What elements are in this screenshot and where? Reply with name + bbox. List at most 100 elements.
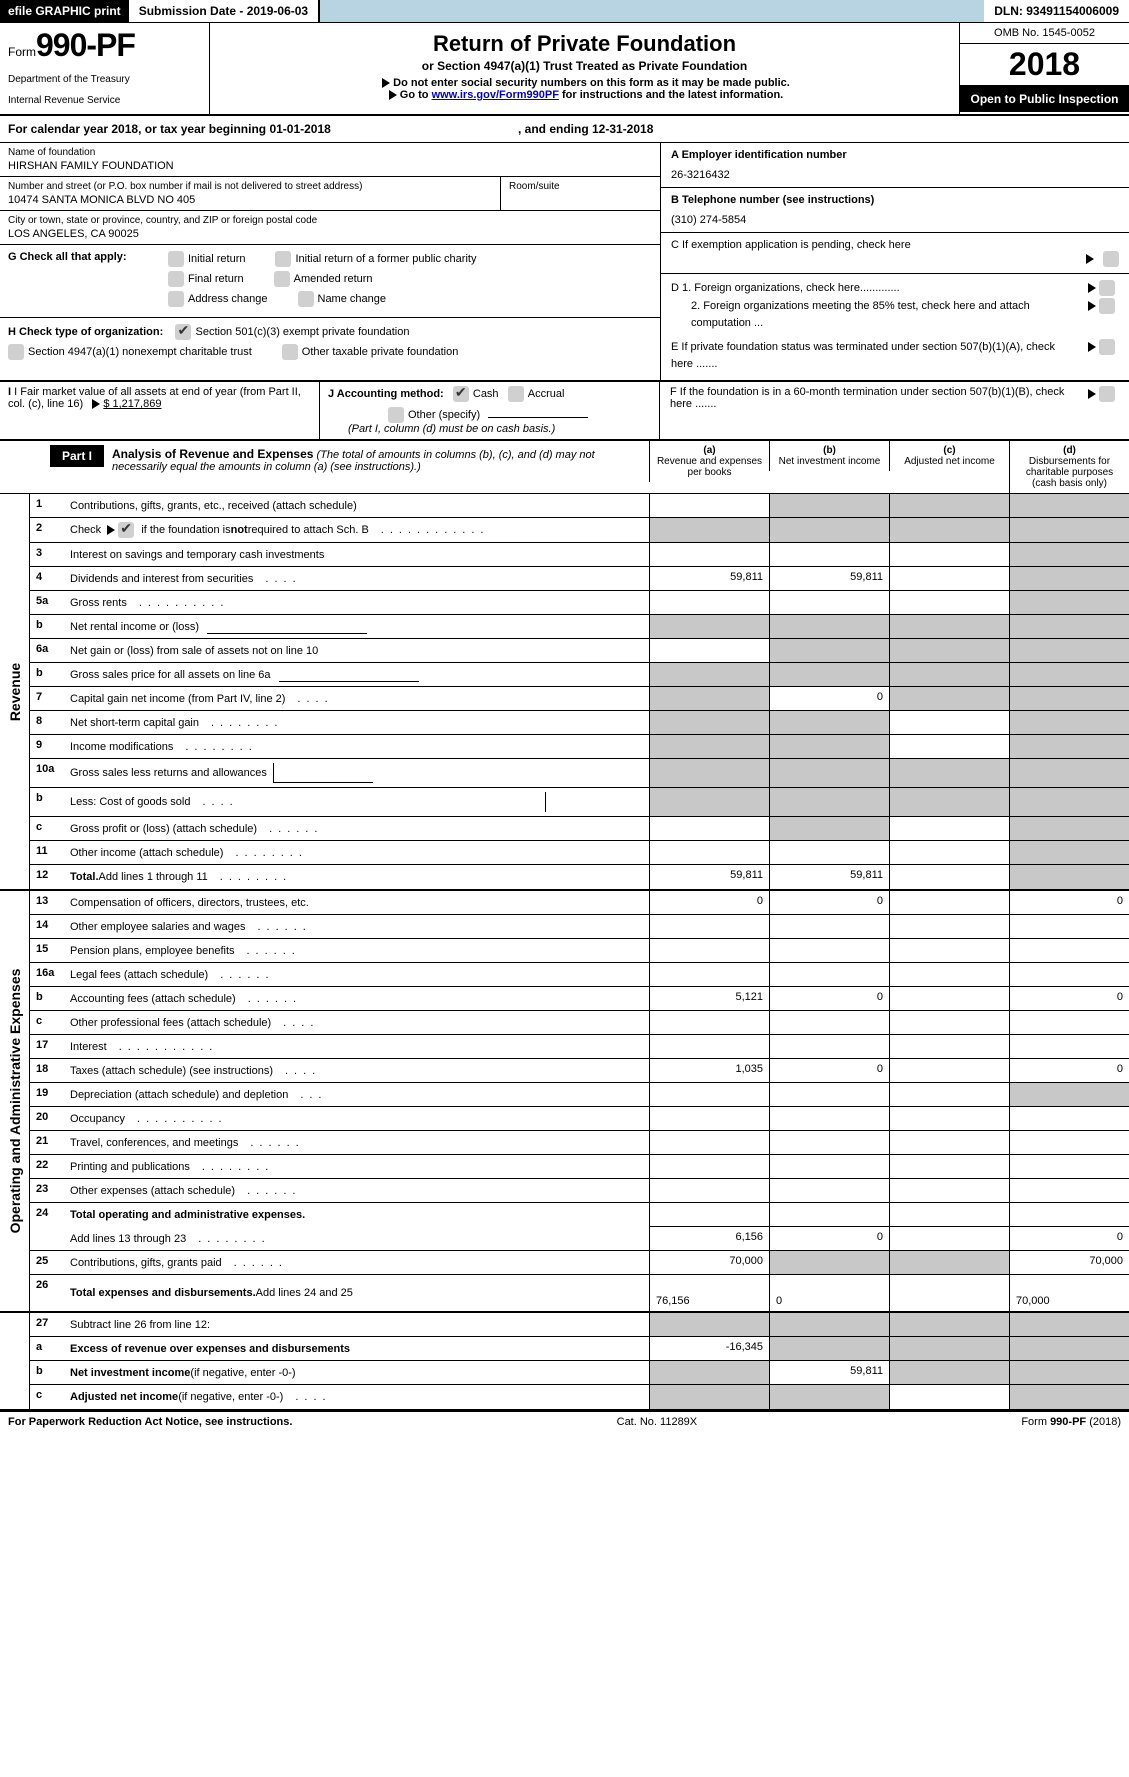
j-accrual: Accrual	[528, 388, 565, 400]
form-header: Form990-PF Department of the Treasury In…	[0, 23, 1129, 116]
footer-notice: For Paperwork Reduction Act Notice, see …	[8, 1416, 292, 1428]
ein-label: A Employer identification number	[671, 149, 1119, 161]
line10b-desc: Less: Cost of goods sold....	[66, 788, 649, 816]
calendar-year-row: For calendar year 2018, or tax year begi…	[0, 116, 1129, 143]
name-change-checkbox[interactable]	[298, 291, 314, 307]
line6a-desc: Net gain or (loss) from sale of assets n…	[66, 639, 649, 662]
e-text: E If private foundation status was termi…	[671, 339, 1079, 374]
schb-checkbox[interactable]	[118, 522, 134, 538]
d2-checkbox[interactable]	[1099, 298, 1115, 314]
dept-irs: Internal Revenue Service	[8, 95, 201, 106]
dept-treasury: Department of the Treasury	[8, 74, 201, 85]
line17-desc: Interest...........	[66, 1035, 649, 1058]
other-method-checkbox[interactable]	[388, 407, 404, 423]
accrual-checkbox[interactable]	[508, 386, 524, 402]
tax-year: 2018	[960, 44, 1129, 86]
cal-year-end: , and ending 12-31-2018	[518, 122, 653, 136]
i-value: $ 1,217,869	[103, 398, 161, 410]
amended-checkbox[interactable]	[274, 271, 290, 287]
j-label: J Accounting method:	[328, 388, 444, 400]
part1-header: Part I Analysis of Revenue and Expenses …	[0, 441, 1129, 494]
exemption-label: C If exemption application is pending, c…	[671, 239, 1119, 251]
arrow-icon	[389, 90, 397, 100]
e-checkbox[interactable]	[1099, 339, 1115, 355]
submission-date: Submission Date - 2019-06-03	[129, 0, 320, 22]
line15-desc: Pension plans, employee benefits......	[66, 939, 649, 962]
d1-checkbox[interactable]	[1099, 280, 1115, 296]
former-charity-checkbox[interactable]	[275, 251, 291, 267]
section-i: I I Fair market value of all assets at e…	[0, 382, 320, 439]
h-opt3: Other taxable private foundation	[302, 346, 459, 358]
line10c-desc: Gross profit or (loss) (attach schedule)…	[66, 817, 649, 840]
warning-text: Do not enter social security numbers on …	[218, 77, 951, 89]
d2-text: 2. Foreign organizations meeting the 85%…	[671, 298, 1079, 333]
final-return-checkbox[interactable]	[168, 271, 184, 287]
page-footer: For Paperwork Reduction Act Notice, see …	[0, 1411, 1129, 1432]
cash-checkbox[interactable]	[453, 386, 469, 402]
col-a-head: (a)Revenue and expenses per books	[649, 441, 769, 482]
line26-d: 70,000	[1009, 1275, 1129, 1311]
line12-a: 59,811	[649, 865, 769, 889]
ein-cell: A Employer identification number 26-3216…	[661, 143, 1129, 188]
g-opt1: Initial return	[188, 253, 245, 265]
501c3-checkbox[interactable]	[175, 324, 191, 340]
exemption-checkbox[interactable]	[1103, 251, 1119, 267]
line24t-desc: Add lines 13 through 23........	[66, 1227, 649, 1250]
part1-title: Analysis of Revenue and Expenses (The to…	[112, 441, 649, 479]
line27a-a: -16,345	[649, 1337, 769, 1360]
arrow-icon	[382, 78, 390, 88]
arrow-icon	[1088, 342, 1096, 352]
line3-desc: Interest on savings and temporary cash i…	[66, 543, 649, 566]
line24-a: 6,156	[649, 1227, 769, 1250]
line21-desc: Travel, conferences, and meetings......	[66, 1131, 649, 1154]
footer-catno: Cat. No. 11289X	[617, 1416, 698, 1428]
expenses-side-label: Operating and Administrative Expenses	[0, 891, 30, 1311]
initial-return-checkbox[interactable]	[168, 251, 184, 267]
instructions-link[interactable]: www.irs.gov/Form990PF	[432, 89, 559, 101]
header-right: OMB No. 1545-0052 2018 Open to Public In…	[959, 23, 1129, 114]
line7-desc: Capital gain net income (from Part IV, l…	[66, 687, 649, 710]
top-spacer	[320, 0, 984, 22]
arrow-icon	[1088, 301, 1096, 311]
inspection-label: Open to Public Inspection	[960, 86, 1129, 112]
g-opt5: Address change	[188, 293, 268, 305]
line7-b: 0	[769, 687, 889, 710]
arrow-icon	[1088, 283, 1096, 293]
line25-desc: Contributions, gifts, grants paid......	[66, 1251, 649, 1274]
address-change-checkbox[interactable]	[168, 291, 184, 307]
line13-desc: Compensation of officers, directors, tru…	[66, 891, 649, 914]
g-options: Initial return Initial return of a forme…	[168, 251, 652, 311]
line18-desc: Taxes (attach schedule) (see instruction…	[66, 1059, 649, 1082]
line24-b: 0	[769, 1227, 889, 1250]
foundation-name-cell: Name of foundation HIRSHAN FAMILY FOUNDA…	[0, 143, 660, 177]
line13-a: 0	[649, 891, 769, 914]
line24-desc: Total operating and administrative expen…	[66, 1203, 649, 1227]
col-d-head: (d)Disbursements for charitable purposes…	[1009, 441, 1129, 493]
line27a-desc: Excess of revenue over expenses and disb…	[66, 1337, 649, 1360]
line16b-a: 5,121	[649, 987, 769, 1010]
line11-desc: Other income (attach schedule)........	[66, 841, 649, 864]
expenses-section: Operating and Administrative Expenses 13…	[0, 889, 1129, 1311]
line18-b: 0	[769, 1059, 889, 1082]
line26-a: 76,156	[649, 1275, 769, 1311]
line26-desc: Total expenses and disbursements. Add li…	[66, 1275, 649, 1311]
room-label: Room/suite	[509, 181, 652, 192]
info-left: Name of foundation HIRSHAN FAMILY FOUNDA…	[0, 143, 660, 380]
efile-button[interactable]: efile GRAPHIC print	[0, 0, 129, 22]
line8-desc: Net short-term capital gain........	[66, 711, 649, 734]
line18-a: 1,035	[649, 1059, 769, 1082]
line20-desc: Occupancy..........	[66, 1107, 649, 1130]
line19-desc: Depreciation (attach schedule) and deple…	[66, 1083, 649, 1106]
form-word: Form	[8, 45, 36, 59]
other-taxable-checkbox[interactable]	[282, 344, 298, 360]
line2-desc: Check if the foundation is not required …	[66, 518, 649, 542]
line14-desc: Other employee salaries and wages......	[66, 915, 649, 938]
f-checkbox[interactable]	[1099, 386, 1115, 402]
line9-desc: Income modifications........	[66, 735, 649, 758]
revenue-section: Revenue 1Contributions, gifts, grants, e…	[0, 494, 1129, 889]
arrow-icon	[107, 525, 115, 535]
ein-value: 26-3216432	[671, 161, 1119, 181]
4947-checkbox[interactable]	[8, 344, 24, 360]
line16b-desc: Accounting fees (attach schedule)......	[66, 987, 649, 1010]
line22-desc: Printing and publications........	[66, 1155, 649, 1178]
